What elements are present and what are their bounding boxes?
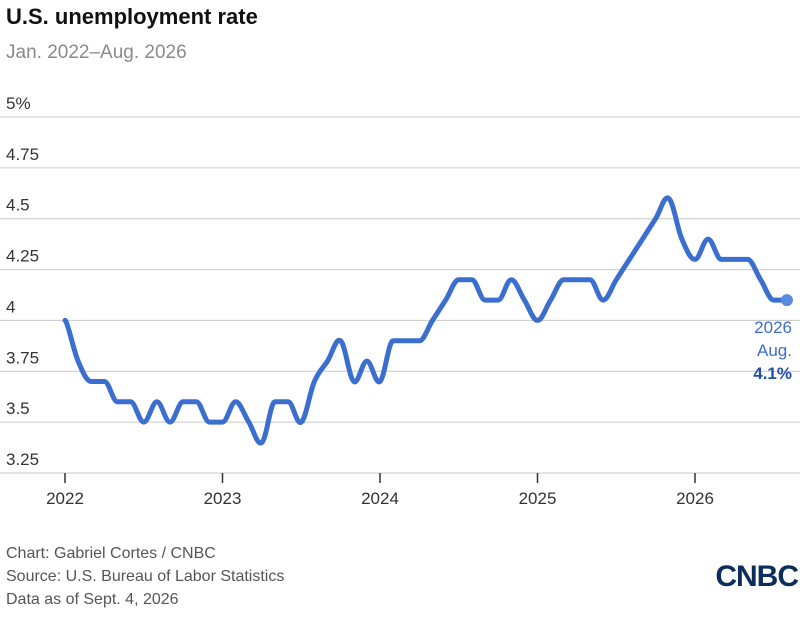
chart-footer: Chart: Gabriel Cortes / CNBC Source: U.S… <box>6 542 284 611</box>
cnbc-logo: CNBC <box>715 560 799 593</box>
chart-subtitle: Jan. 2022–Aug. 2026 <box>6 42 187 63</box>
x-tick-label: 2024 <box>361 489 399 508</box>
y-tick-label: 3.25 <box>6 450 39 469</box>
chart-source: Source: U.S. Bureau of Labor Statistics <box>6 568 285 585</box>
y-tick-label: 4.75 <box>6 145 39 164</box>
x-tick-label: 2025 <box>519 489 557 508</box>
x-axis-tick-labels: 2022 2023 2024 2025 2026 <box>46 473 714 508</box>
y-axis-tick-labels: 3.25 3.5 3.75 4 4.25 4.5 4.75 5% <box>6 94 39 469</box>
y-tick-label: 4 <box>6 297 15 316</box>
annotation-value: 4.1% <box>753 364 792 383</box>
data-as-of: Data as of Sept. 4, 2026 <box>6 591 179 608</box>
x-tick-label: 2026 <box>676 489 714 508</box>
y-tick-label: 3.75 <box>6 348 39 367</box>
chart-title: U.S. unemployment rate <box>6 4 258 29</box>
series-line-unemployment <box>62 195 790 446</box>
y-tick-label: 3.5 <box>6 399 30 418</box>
end-point-marker <box>780 294 793 307</box>
y-tick-label: 4.5 <box>6 196 30 215</box>
annotation-month: Aug. <box>757 341 792 360</box>
grid-lines <box>0 116 800 474</box>
x-tick-label: 2023 <box>204 489 242 508</box>
x-tick-label: 2022 <box>46 489 84 508</box>
chart-credit: Chart: Gabriel Cortes / CNBC <box>6 545 216 562</box>
y-tick-label: 5% <box>6 94 31 113</box>
y-tick-label: 4.25 <box>6 247 39 266</box>
annotation-year: 2026 <box>754 318 792 337</box>
